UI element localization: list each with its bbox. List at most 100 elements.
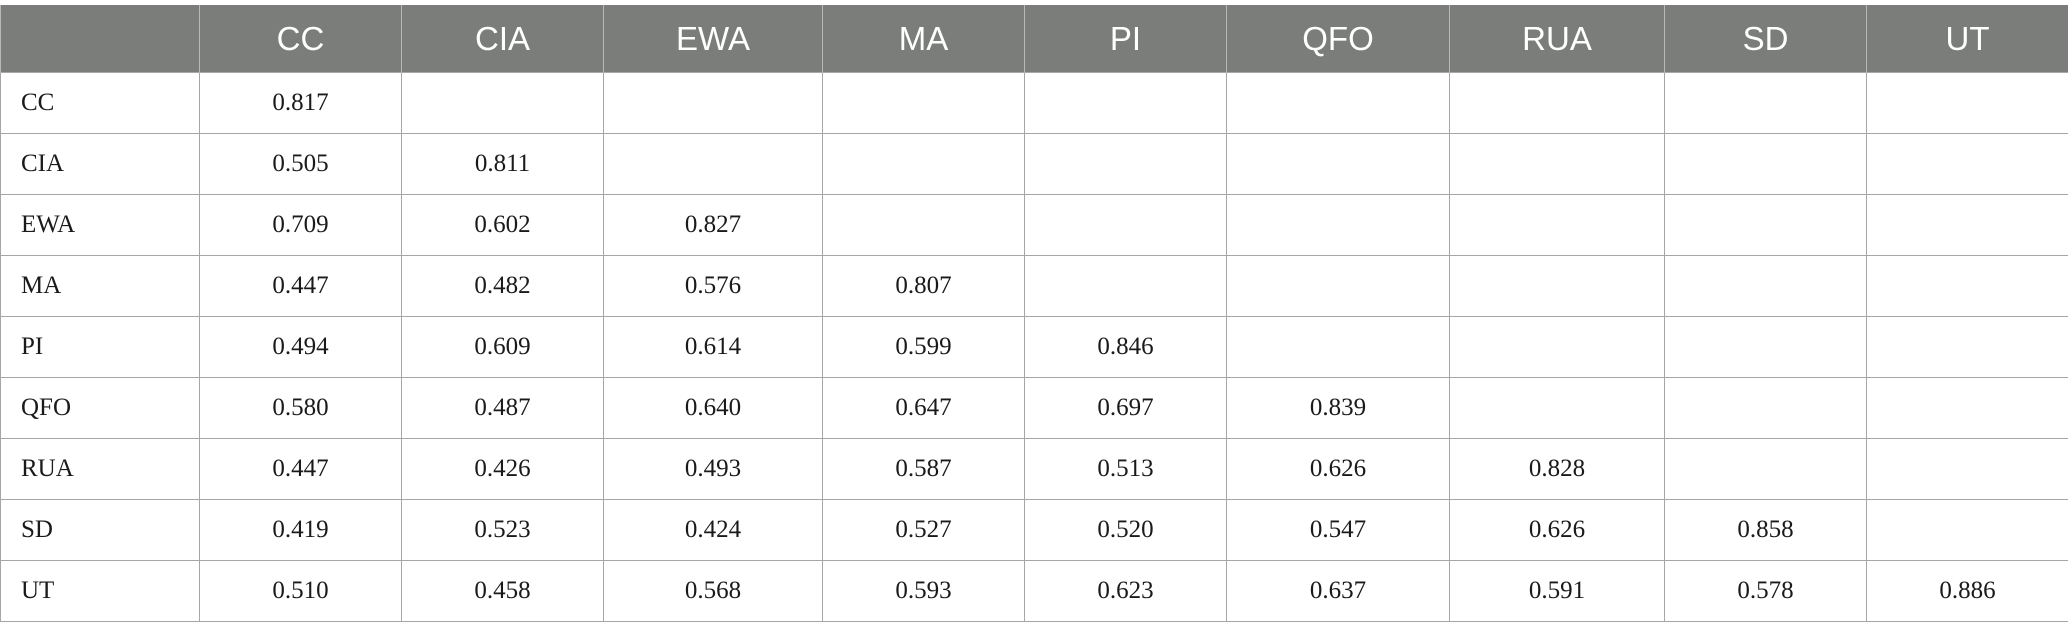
table-cell: 0.839: [1226, 377, 1450, 439]
row-label: SD: [0, 499, 200, 561]
table-row: PI 0.494 0.609 0.614 0.599 0.846: [0, 316, 2068, 378]
row-label: UT: [0, 560, 200, 622]
table-cell: [1226, 72, 1450, 134]
header-row: CC CIA EWA MA PI QFO RUA SD UT: [0, 5, 2068, 73]
table-cell: 0.614: [603, 316, 823, 378]
table-cell: 0.505: [199, 133, 402, 195]
table-row: SD 0.419 0.523 0.424 0.527 0.520 0.547 0.626 0.8…: [0, 499, 2068, 561]
table-cell: 0.828: [1449, 438, 1665, 500]
table-cell: 0.578: [1664, 560, 1867, 622]
table-cell: [1024, 255, 1227, 317]
table-cell: 0.593: [822, 560, 1025, 622]
column-header-rua: RUA: [1449, 5, 1665, 73]
table-cell: [1226, 316, 1450, 378]
row-label: MA: [0, 255, 200, 317]
table-cell: 0.697: [1024, 377, 1227, 439]
column-header-sd: SD: [1664, 5, 1867, 73]
table-row: EWA 0.709 0.602 0.827: [0, 194, 2068, 256]
table-cell: [1866, 316, 2068, 378]
table-cell: [1449, 194, 1665, 256]
table-cell: [822, 133, 1025, 195]
table-cell: [822, 194, 1025, 256]
table-cell: 0.626: [1226, 438, 1450, 500]
table-cell: 0.510: [199, 560, 402, 622]
table-cell: 0.591: [1449, 560, 1665, 622]
table-cell: [1866, 255, 2068, 317]
table-cell: 0.647: [822, 377, 1025, 439]
table-cell: [1449, 377, 1665, 439]
table-cell: 0.527: [822, 499, 1025, 561]
table-cell: 0.580: [199, 377, 402, 439]
table-cell: [1449, 316, 1665, 378]
table-cell: [1226, 255, 1450, 317]
table-cell: [603, 72, 823, 134]
row-label: CC: [0, 72, 200, 134]
table-cell: 0.709: [199, 194, 402, 256]
table-cell: [1449, 255, 1665, 317]
table-cell: 0.493: [603, 438, 823, 500]
table-cell: [1226, 194, 1450, 256]
table-cell: 0.626: [1449, 499, 1665, 561]
table-cell: 0.827: [603, 194, 823, 256]
table-row: UT 0.510 0.458 0.568 0.593 0.623 0.637 0.591 0.5…: [0, 560, 2068, 622]
table-row: CC 0.817: [0, 72, 2068, 134]
table-cell: [1449, 133, 1665, 195]
table-cell: 0.487: [401, 377, 604, 439]
table-cell: [1866, 377, 2068, 439]
row-label: CIA: [0, 133, 200, 195]
table-cell: [1866, 438, 2068, 500]
table-cell: [603, 133, 823, 195]
table-row: MA 0.447 0.482 0.576 0.807: [0, 255, 2068, 317]
table-cell: 0.846: [1024, 316, 1227, 378]
table-cell: 0.419: [199, 499, 402, 561]
column-header-ut: UT: [1866, 5, 2068, 73]
table-cell: 0.523: [401, 499, 604, 561]
table-cell: [1024, 194, 1227, 256]
table-cell: [1664, 72, 1867, 134]
table-cell: 0.602: [401, 194, 604, 256]
row-label: EWA: [0, 194, 200, 256]
table-cell: 0.520: [1024, 499, 1227, 561]
table-cell: 0.811: [401, 133, 604, 195]
table-cell: 0.513: [1024, 438, 1227, 500]
row-label: QFO: [0, 377, 200, 439]
table-cell: [1449, 72, 1665, 134]
table-cell: [1866, 194, 2068, 256]
table-cell: [1866, 499, 2068, 561]
table-cell: [1664, 438, 1867, 500]
table-cell: 0.858: [1664, 499, 1867, 561]
correlation-table: CC CIA EWA MA PI QFO RUA SD UT CC 0.817 CI…: [0, 5, 2068, 622]
row-label: PI: [0, 316, 200, 378]
table-cell: 0.637: [1226, 560, 1450, 622]
table-cell: 0.424: [603, 499, 823, 561]
header-corner-cell: [0, 5, 200, 73]
table-cell: [1024, 72, 1227, 134]
table-cell: [1024, 133, 1227, 195]
table-cell: 0.447: [199, 255, 402, 317]
table-cell: [1866, 72, 2068, 134]
table-cell: 0.547: [1226, 499, 1450, 561]
table-cell: 0.426: [401, 438, 604, 500]
column-header-pi: PI: [1024, 5, 1227, 73]
table-cell: 0.568: [603, 560, 823, 622]
column-header-ma: MA: [822, 5, 1025, 73]
table-row: CIA 0.505 0.811: [0, 133, 2068, 195]
table-cell: 0.609: [401, 316, 604, 378]
table-cell: 0.458: [401, 560, 604, 622]
table-cell: 0.482: [401, 255, 604, 317]
table-cell: [1664, 255, 1867, 317]
table-cell: [401, 72, 604, 134]
table-cell: [1866, 133, 2068, 195]
column-header-cia: CIA: [401, 5, 604, 73]
table-cell: [1664, 133, 1867, 195]
table-cell: [822, 72, 1025, 134]
row-label: RUA: [0, 438, 200, 500]
column-header-ewa: EWA: [603, 5, 823, 73]
table-row: RUA 0.447 0.426 0.493 0.587 0.513 0.626 0.828: [0, 438, 2068, 500]
table-cell: [1226, 133, 1450, 195]
table-cell: 0.623: [1024, 560, 1227, 622]
column-header-cc: CC: [199, 5, 402, 73]
table-cell: 0.587: [822, 438, 1025, 500]
table-cell: 0.817: [199, 72, 402, 134]
table-cell: 0.576: [603, 255, 823, 317]
